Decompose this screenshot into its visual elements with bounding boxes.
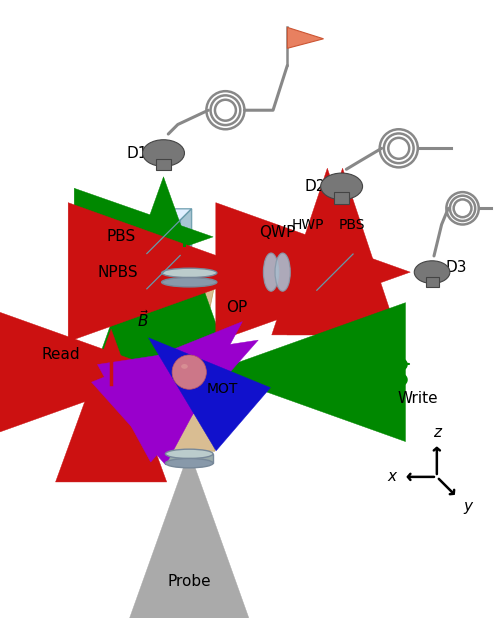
Text: PBS: PBS: [339, 218, 366, 232]
Polygon shape: [147, 220, 180, 253]
Polygon shape: [353, 242, 366, 290]
Text: y: y: [464, 499, 473, 514]
Text: Read: Read: [41, 347, 80, 363]
Text: PBS: PBS: [106, 229, 135, 244]
Polygon shape: [180, 244, 192, 289]
Text: MOT: MOT: [207, 383, 238, 396]
Text: D3: D3: [445, 260, 467, 275]
Ellipse shape: [263, 253, 279, 291]
Text: OP: OP: [226, 300, 248, 315]
Polygon shape: [180, 209, 192, 253]
Ellipse shape: [414, 261, 450, 284]
Ellipse shape: [162, 268, 217, 277]
Polygon shape: [287, 27, 324, 48]
Text: Probe: Probe: [167, 574, 211, 589]
Ellipse shape: [162, 277, 217, 287]
Text: D1: D1: [126, 146, 147, 161]
Polygon shape: [317, 242, 366, 254]
Bar: [334, 192, 349, 203]
Polygon shape: [163, 284, 215, 451]
Ellipse shape: [165, 459, 213, 468]
Text: $\vec{B}$: $\vec{B}$: [137, 309, 150, 330]
Ellipse shape: [321, 173, 363, 200]
Text: z: z: [433, 425, 441, 439]
Text: NPBS: NPBS: [98, 265, 138, 279]
Text: x: x: [387, 470, 396, 485]
Polygon shape: [147, 255, 180, 289]
Polygon shape: [147, 209, 192, 220]
Text: HWP: HWP: [292, 218, 325, 232]
Polygon shape: [317, 254, 353, 290]
Ellipse shape: [181, 364, 188, 369]
Bar: [156, 159, 171, 170]
Ellipse shape: [142, 140, 184, 166]
Text: Write: Write: [397, 391, 438, 406]
Text: QWP: QWP: [258, 224, 295, 240]
Ellipse shape: [172, 355, 206, 389]
Ellipse shape: [165, 449, 213, 459]
Bar: [162, 273, 217, 282]
Ellipse shape: [275, 253, 290, 291]
Bar: [165, 454, 213, 463]
Text: D2: D2: [304, 179, 326, 194]
Polygon shape: [147, 244, 192, 255]
Bar: [426, 277, 439, 287]
